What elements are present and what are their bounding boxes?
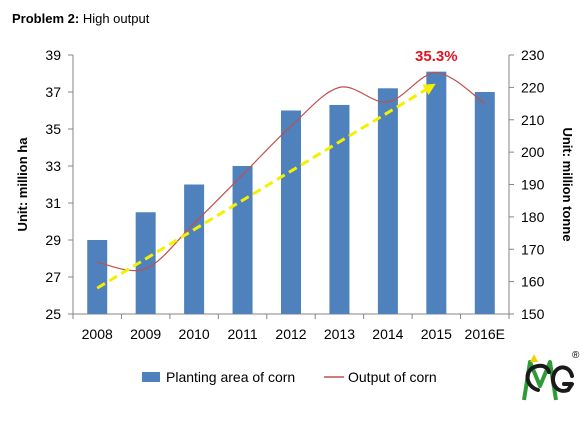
logo-mark-icon: ®: [522, 350, 580, 401]
y-tick-label-right: 190: [521, 177, 545, 193]
legend-label-bar: Planting area of corn: [166, 369, 295, 385]
chart-title: Problem 2: High output: [12, 11, 149, 26]
x-tick-label: 2014: [372, 326, 403, 342]
y-tick-label-right: 210: [521, 112, 545, 128]
y-tick-label-right: 220: [521, 79, 545, 95]
y-tick-label-left: 29: [45, 232, 61, 248]
bar-2012: [281, 110, 301, 314]
y-tick-label-left: 37: [45, 84, 61, 100]
registered-mark: ®: [572, 350, 580, 361]
y-tick-label-right: 200: [521, 144, 545, 160]
x-tick-label: 2010: [179, 326, 210, 342]
y-tick-label-left: 31: [45, 195, 61, 211]
y-tick-label-right: 230: [521, 47, 545, 63]
x-tick-label: 2009: [130, 326, 161, 342]
bar-2010: [184, 184, 205, 314]
bar-2008: [87, 240, 108, 314]
problem-label: Problem 2:: [12, 11, 80, 26]
title-text: High output: [82, 11, 150, 26]
x-tick-label: 2013: [324, 326, 355, 342]
y-tick-label-right: 150: [521, 306, 545, 322]
x-tick-label: 2011: [228, 326, 258, 342]
legend-swatch-bar: [142, 372, 160, 382]
bar-2009: [135, 212, 156, 314]
y-tick-label-right: 180: [521, 209, 545, 225]
y-tick-label-left: 27: [45, 269, 61, 285]
x-tick-label: 2008: [82, 326, 113, 342]
legend-label-line: Output of corn: [348, 369, 437, 385]
x-tick-label: 2015: [421, 326, 452, 342]
y-tick-label-left: 39: [45, 47, 61, 63]
y-axis-label-right: Unit: million tonne: [560, 127, 575, 241]
bar-2016E: [474, 92, 495, 314]
output-of-corn-line: [97, 72, 486, 272]
bar-2013: [329, 104, 350, 314]
x-tick-label: 2016E: [465, 326, 505, 342]
bar-2011: [232, 166, 253, 314]
company-logo: ®: [518, 350, 580, 415]
trend-arrow-line: [96, 84, 434, 290]
x-tick-label: 2012: [275, 326, 306, 342]
y-tick-label-right: 170: [521, 241, 545, 257]
y-tick-label-left: 33: [45, 158, 61, 174]
y-tick-label-left: 25: [45, 306, 61, 322]
y-axis-label-left: Unit: million ha: [15, 137, 30, 232]
growth-annotation: 35.3%: [415, 48, 458, 65]
bar-2015: [426, 71, 447, 315]
trend-arrow-head: [422, 83, 436, 96]
bar-2014: [377, 88, 398, 314]
y-tick-label-right: 160: [521, 274, 545, 290]
y-tick-label-left: 35: [45, 121, 61, 137]
